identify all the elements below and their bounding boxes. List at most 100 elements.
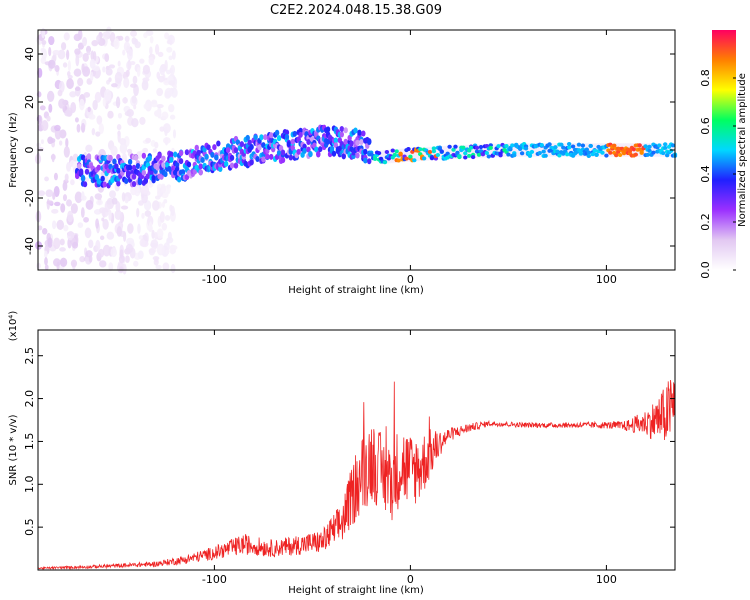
spectral-point	[586, 153, 591, 158]
spectral-point	[156, 243, 165, 256]
spectral-point	[288, 154, 294, 161]
spectral-point	[53, 237, 61, 250]
spectral-point	[77, 222, 84, 229]
spectrogram-xtick-label: -100	[202, 273, 227, 286]
spectral-point	[70, 203, 78, 214]
spectral-point	[74, 48, 81, 55]
spectral-point	[566, 145, 572, 150]
spectral-point	[48, 46, 52, 57]
spectral-point	[106, 231, 115, 240]
spectral-point	[54, 124, 61, 132]
snr-ticks: -100 0 100 0.5 1.0 1.5 2.0 2.5	[23, 330, 675, 586]
spectral-point	[148, 56, 155, 66]
spectrogram-ytick-label: 40	[23, 47, 36, 61]
spectral-point	[70, 179, 75, 186]
spectral-point	[204, 153, 209, 160]
spectral-point	[43, 250, 48, 258]
spectral-point	[255, 155, 260, 162]
spectral-point	[120, 205, 129, 210]
spectral-point	[150, 100, 158, 108]
spectral-point	[584, 147, 589, 152]
spectrogram-panel: -100 0 100 -40 -20 0 20 40 Height of straight l…	[8, 26, 678, 296]
spectral-point	[457, 154, 462, 159]
spectral-point	[127, 48, 133, 61]
spectral-point	[233, 147, 239, 154]
spectral-point	[123, 77, 130, 89]
spectral-point	[563, 149, 568, 154]
spectral-point	[318, 146, 323, 153]
snr-xtick-label: 100	[596, 573, 617, 586]
spectral-point	[37, 114, 43, 126]
spectral-point	[47, 90, 55, 102]
spectral-point	[119, 142, 128, 154]
spectral-point	[639, 150, 644, 155]
spectral-point	[111, 197, 118, 205]
spectral-point	[265, 153, 270, 160]
spectral-point	[76, 123, 81, 133]
spectral-point	[663, 142, 668, 147]
spectral-point	[154, 231, 158, 240]
spectral-point	[557, 153, 562, 158]
spectral-point	[292, 130, 297, 137]
spectral-point	[101, 217, 105, 222]
spectral-point	[46, 115, 51, 122]
spectral-point	[107, 110, 114, 119]
spectral-point	[339, 125, 344, 132]
spectrogram-xtick-label: 0	[407, 273, 414, 286]
spectral-point	[218, 165, 223, 172]
spectral-point	[308, 150, 313, 157]
spectral-point	[52, 49, 61, 56]
colorbar: 0.0 0.2 0.4 0.6 0.8 Normalized spectral ampl…	[699, 30, 748, 279]
spectral-point	[570, 144, 576, 149]
spectral-point	[98, 207, 107, 214]
spectral-point	[35, 241, 43, 250]
spectral-point	[67, 210, 74, 223]
spectral-point	[84, 168, 90, 175]
spectral-point	[144, 210, 152, 217]
spectral-point	[161, 155, 166, 162]
spectral-point	[135, 163, 141, 170]
spectral-point	[164, 59, 168, 72]
spectral-point	[154, 195, 161, 200]
spectral-point	[154, 257, 159, 263]
spectral-point	[539, 142, 544, 147]
spectral-point	[162, 137, 171, 144]
spectral-point	[60, 203, 66, 213]
spectral-point	[100, 175, 105, 182]
colorbar-gradient	[712, 30, 736, 270]
spectral-point	[627, 148, 633, 153]
spectral-point	[65, 137, 69, 148]
spectral-point	[421, 156, 427, 161]
spectral-point	[537, 151, 542, 156]
spectral-point	[123, 41, 131, 52]
spectral-point	[223, 160, 229, 167]
spectral-point	[41, 227, 48, 235]
spectral-point	[62, 181, 68, 192]
spectral-point	[98, 123, 104, 135]
spectral-point	[165, 249, 170, 255]
snr-ytick-label: 2.5	[23, 347, 36, 365]
spectral-point	[161, 111, 169, 120]
spectral-point	[661, 151, 666, 156]
spectral-point	[590, 152, 595, 157]
snr-xtick-label: 0	[407, 573, 414, 586]
spectral-point	[431, 146, 437, 151]
spectral-point	[108, 77, 112, 83]
spectral-point	[343, 127, 348, 134]
spectral-point	[52, 220, 57, 230]
spectral-point	[382, 160, 388, 165]
spectral-point	[349, 140, 354, 147]
spectral-point	[355, 139, 360, 146]
spectrogram-marks	[34, 26, 678, 275]
spectral-point	[66, 49, 70, 60]
spectral-point	[79, 98, 85, 111]
spectral-point	[102, 31, 111, 38]
spectral-point	[451, 147, 456, 152]
spectral-point	[668, 148, 674, 153]
spectral-point	[141, 152, 147, 159]
spectral-point	[137, 250, 144, 260]
spectral-point	[210, 151, 215, 158]
spectral-point	[106, 200, 112, 205]
spectral-point	[126, 60, 132, 70]
spectral-point	[161, 201, 165, 208]
